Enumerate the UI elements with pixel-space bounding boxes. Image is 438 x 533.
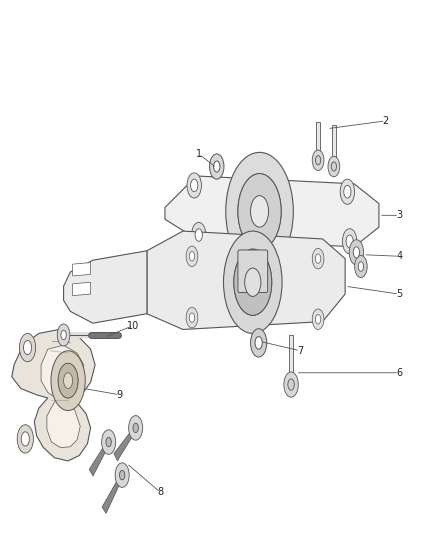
- Circle shape: [58, 364, 78, 398]
- Circle shape: [312, 248, 324, 269]
- Circle shape: [340, 179, 355, 204]
- Circle shape: [353, 247, 360, 258]
- Circle shape: [358, 262, 364, 271]
- Text: 1: 1: [196, 149, 202, 159]
- Text: 4: 4: [396, 251, 402, 261]
- Circle shape: [223, 231, 282, 334]
- Circle shape: [238, 174, 281, 249]
- Text: 8: 8: [157, 488, 163, 497]
- Circle shape: [186, 308, 198, 328]
- Circle shape: [315, 156, 321, 165]
- Circle shape: [343, 229, 357, 254]
- Text: 9: 9: [117, 390, 123, 400]
- Bar: [316, 123, 320, 160]
- Circle shape: [187, 173, 201, 198]
- Circle shape: [17, 425, 33, 453]
- Circle shape: [315, 314, 321, 324]
- Circle shape: [21, 432, 29, 446]
- Circle shape: [19, 334, 35, 362]
- Text: 3: 3: [396, 211, 402, 220]
- Polygon shape: [102, 473, 123, 513]
- Polygon shape: [89, 440, 110, 476]
- Polygon shape: [64, 251, 147, 323]
- Circle shape: [61, 330, 66, 340]
- Circle shape: [251, 329, 267, 357]
- Circle shape: [255, 336, 262, 349]
- Circle shape: [234, 249, 272, 316]
- Text: 5: 5: [396, 289, 403, 299]
- Circle shape: [129, 416, 143, 440]
- Circle shape: [251, 196, 268, 227]
- Circle shape: [191, 222, 206, 248]
- Circle shape: [195, 229, 202, 241]
- Circle shape: [238, 174, 281, 249]
- Circle shape: [64, 373, 73, 389]
- Circle shape: [346, 235, 353, 248]
- Circle shape: [106, 438, 111, 447]
- Circle shape: [284, 372, 298, 397]
- Circle shape: [355, 255, 367, 278]
- Text: 10: 10: [127, 320, 140, 330]
- Bar: [332, 125, 336, 166]
- Polygon shape: [41, 345, 84, 448]
- Circle shape: [102, 430, 116, 454]
- Circle shape: [328, 156, 340, 177]
- Circle shape: [344, 185, 351, 198]
- Circle shape: [226, 152, 293, 270]
- Text: 7: 7: [297, 346, 303, 356]
- Circle shape: [186, 246, 198, 266]
- Circle shape: [312, 309, 324, 329]
- Circle shape: [331, 162, 336, 171]
- Circle shape: [57, 324, 70, 346]
- Circle shape: [191, 179, 198, 192]
- Circle shape: [245, 268, 261, 296]
- Circle shape: [58, 364, 78, 398]
- Circle shape: [189, 313, 194, 322]
- Polygon shape: [165, 176, 379, 247]
- Circle shape: [115, 463, 129, 487]
- Bar: [289, 335, 293, 385]
- Circle shape: [315, 254, 321, 263]
- Circle shape: [234, 249, 272, 316]
- Circle shape: [312, 150, 324, 171]
- Circle shape: [209, 154, 224, 179]
- Polygon shape: [73, 282, 91, 296]
- Polygon shape: [147, 231, 345, 329]
- Circle shape: [51, 351, 85, 410]
- Polygon shape: [12, 329, 95, 461]
- Circle shape: [24, 341, 32, 354]
- Polygon shape: [73, 263, 91, 276]
- Text: 2: 2: [382, 116, 389, 126]
- Circle shape: [133, 423, 138, 433]
- Circle shape: [349, 240, 364, 265]
- Text: 6: 6: [396, 368, 402, 378]
- Polygon shape: [114, 426, 137, 461]
- Circle shape: [189, 252, 194, 261]
- FancyBboxPatch shape: [238, 250, 268, 293]
- Circle shape: [120, 471, 125, 480]
- Circle shape: [288, 379, 294, 390]
- Circle shape: [214, 161, 220, 172]
